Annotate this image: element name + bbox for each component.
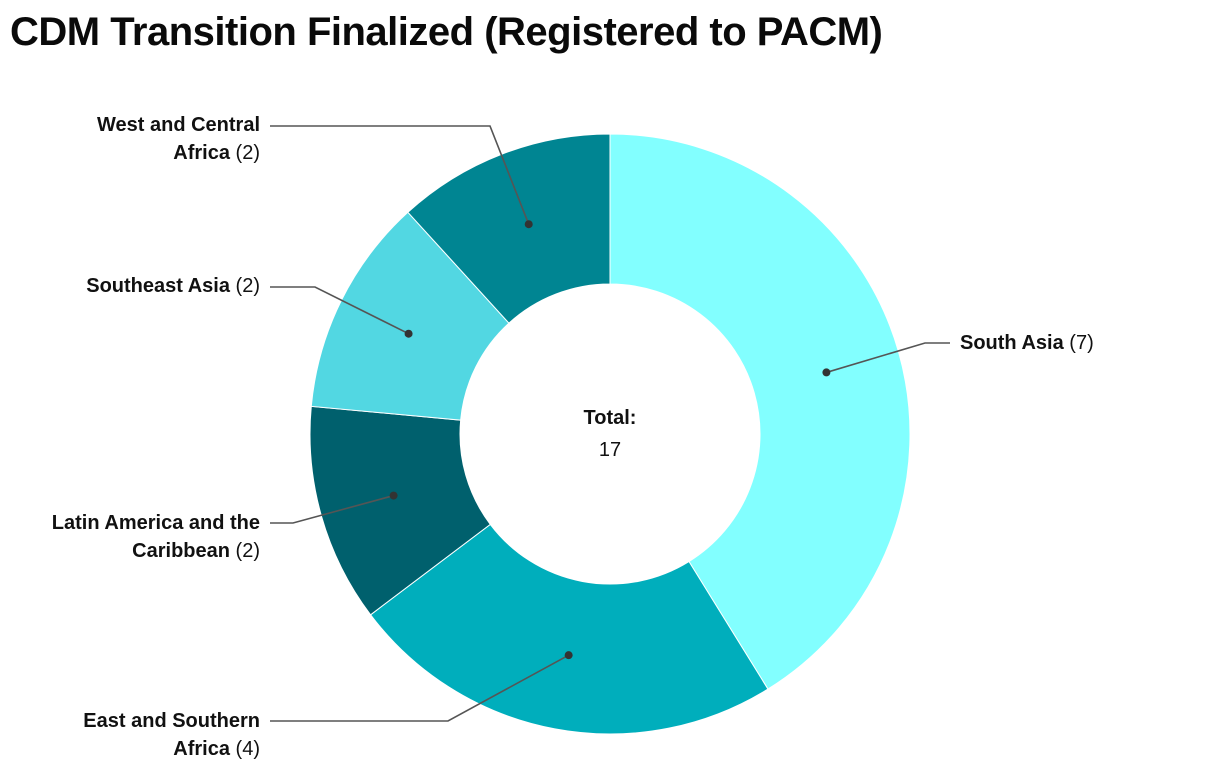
slice-southeast-asia xyxy=(310,211,510,421)
leader-dot xyxy=(404,329,413,338)
label-name: Southeast Asia xyxy=(86,275,230,297)
leader-line xyxy=(826,342,950,374)
leader-line xyxy=(270,654,570,722)
label-name-line2: Africa xyxy=(173,142,230,164)
leader-dot xyxy=(822,368,831,377)
label-name-line2: Caribbean xyxy=(132,540,230,562)
leader-line xyxy=(270,286,409,335)
total-value: 17 xyxy=(598,439,622,461)
slice-south-asia xyxy=(609,133,911,690)
total-label: Total: xyxy=(583,407,637,429)
label-count: (4) xyxy=(235,738,260,760)
leader-dot xyxy=(524,220,533,229)
label-name: South Asia xyxy=(960,332,1064,354)
slice-west-and-central-africa xyxy=(407,133,611,324)
label-name-line1: East and Southern xyxy=(83,710,260,732)
label-east-southern-africa: East and Southern Africa (4) xyxy=(83,707,260,763)
label-count: (2) xyxy=(235,540,260,562)
chart-title: CDM Transition Finalized (Registered to … xyxy=(10,10,883,54)
label-west-central-africa: West and Central Africa (2) xyxy=(97,111,260,167)
leader-dot xyxy=(389,491,398,500)
donut-slices xyxy=(309,133,911,735)
label-count: (2) xyxy=(235,275,260,297)
label-latin-america: Latin America and the Caribbean (2) xyxy=(52,509,260,565)
label-count: (2) xyxy=(235,142,260,164)
leader-lines xyxy=(270,125,950,722)
label-south-asia: South Asia (7) xyxy=(960,329,1094,357)
label-name-line1: Latin America and the xyxy=(51,512,260,534)
label-southeast-asia: Southeast Asia (2) xyxy=(86,272,260,300)
leader-line xyxy=(270,494,394,524)
leader-dot xyxy=(564,651,573,660)
label-name-line2: Africa xyxy=(173,738,230,760)
slice-latin-america-and-the-caribbean xyxy=(309,405,491,616)
label-name-line1: West and Central xyxy=(97,114,260,136)
label-count: (7) xyxy=(1069,332,1094,354)
leader-line xyxy=(270,125,530,225)
donut-center-total: Total: 17 xyxy=(540,402,680,466)
slice-east-and-southern-africa xyxy=(369,523,769,735)
